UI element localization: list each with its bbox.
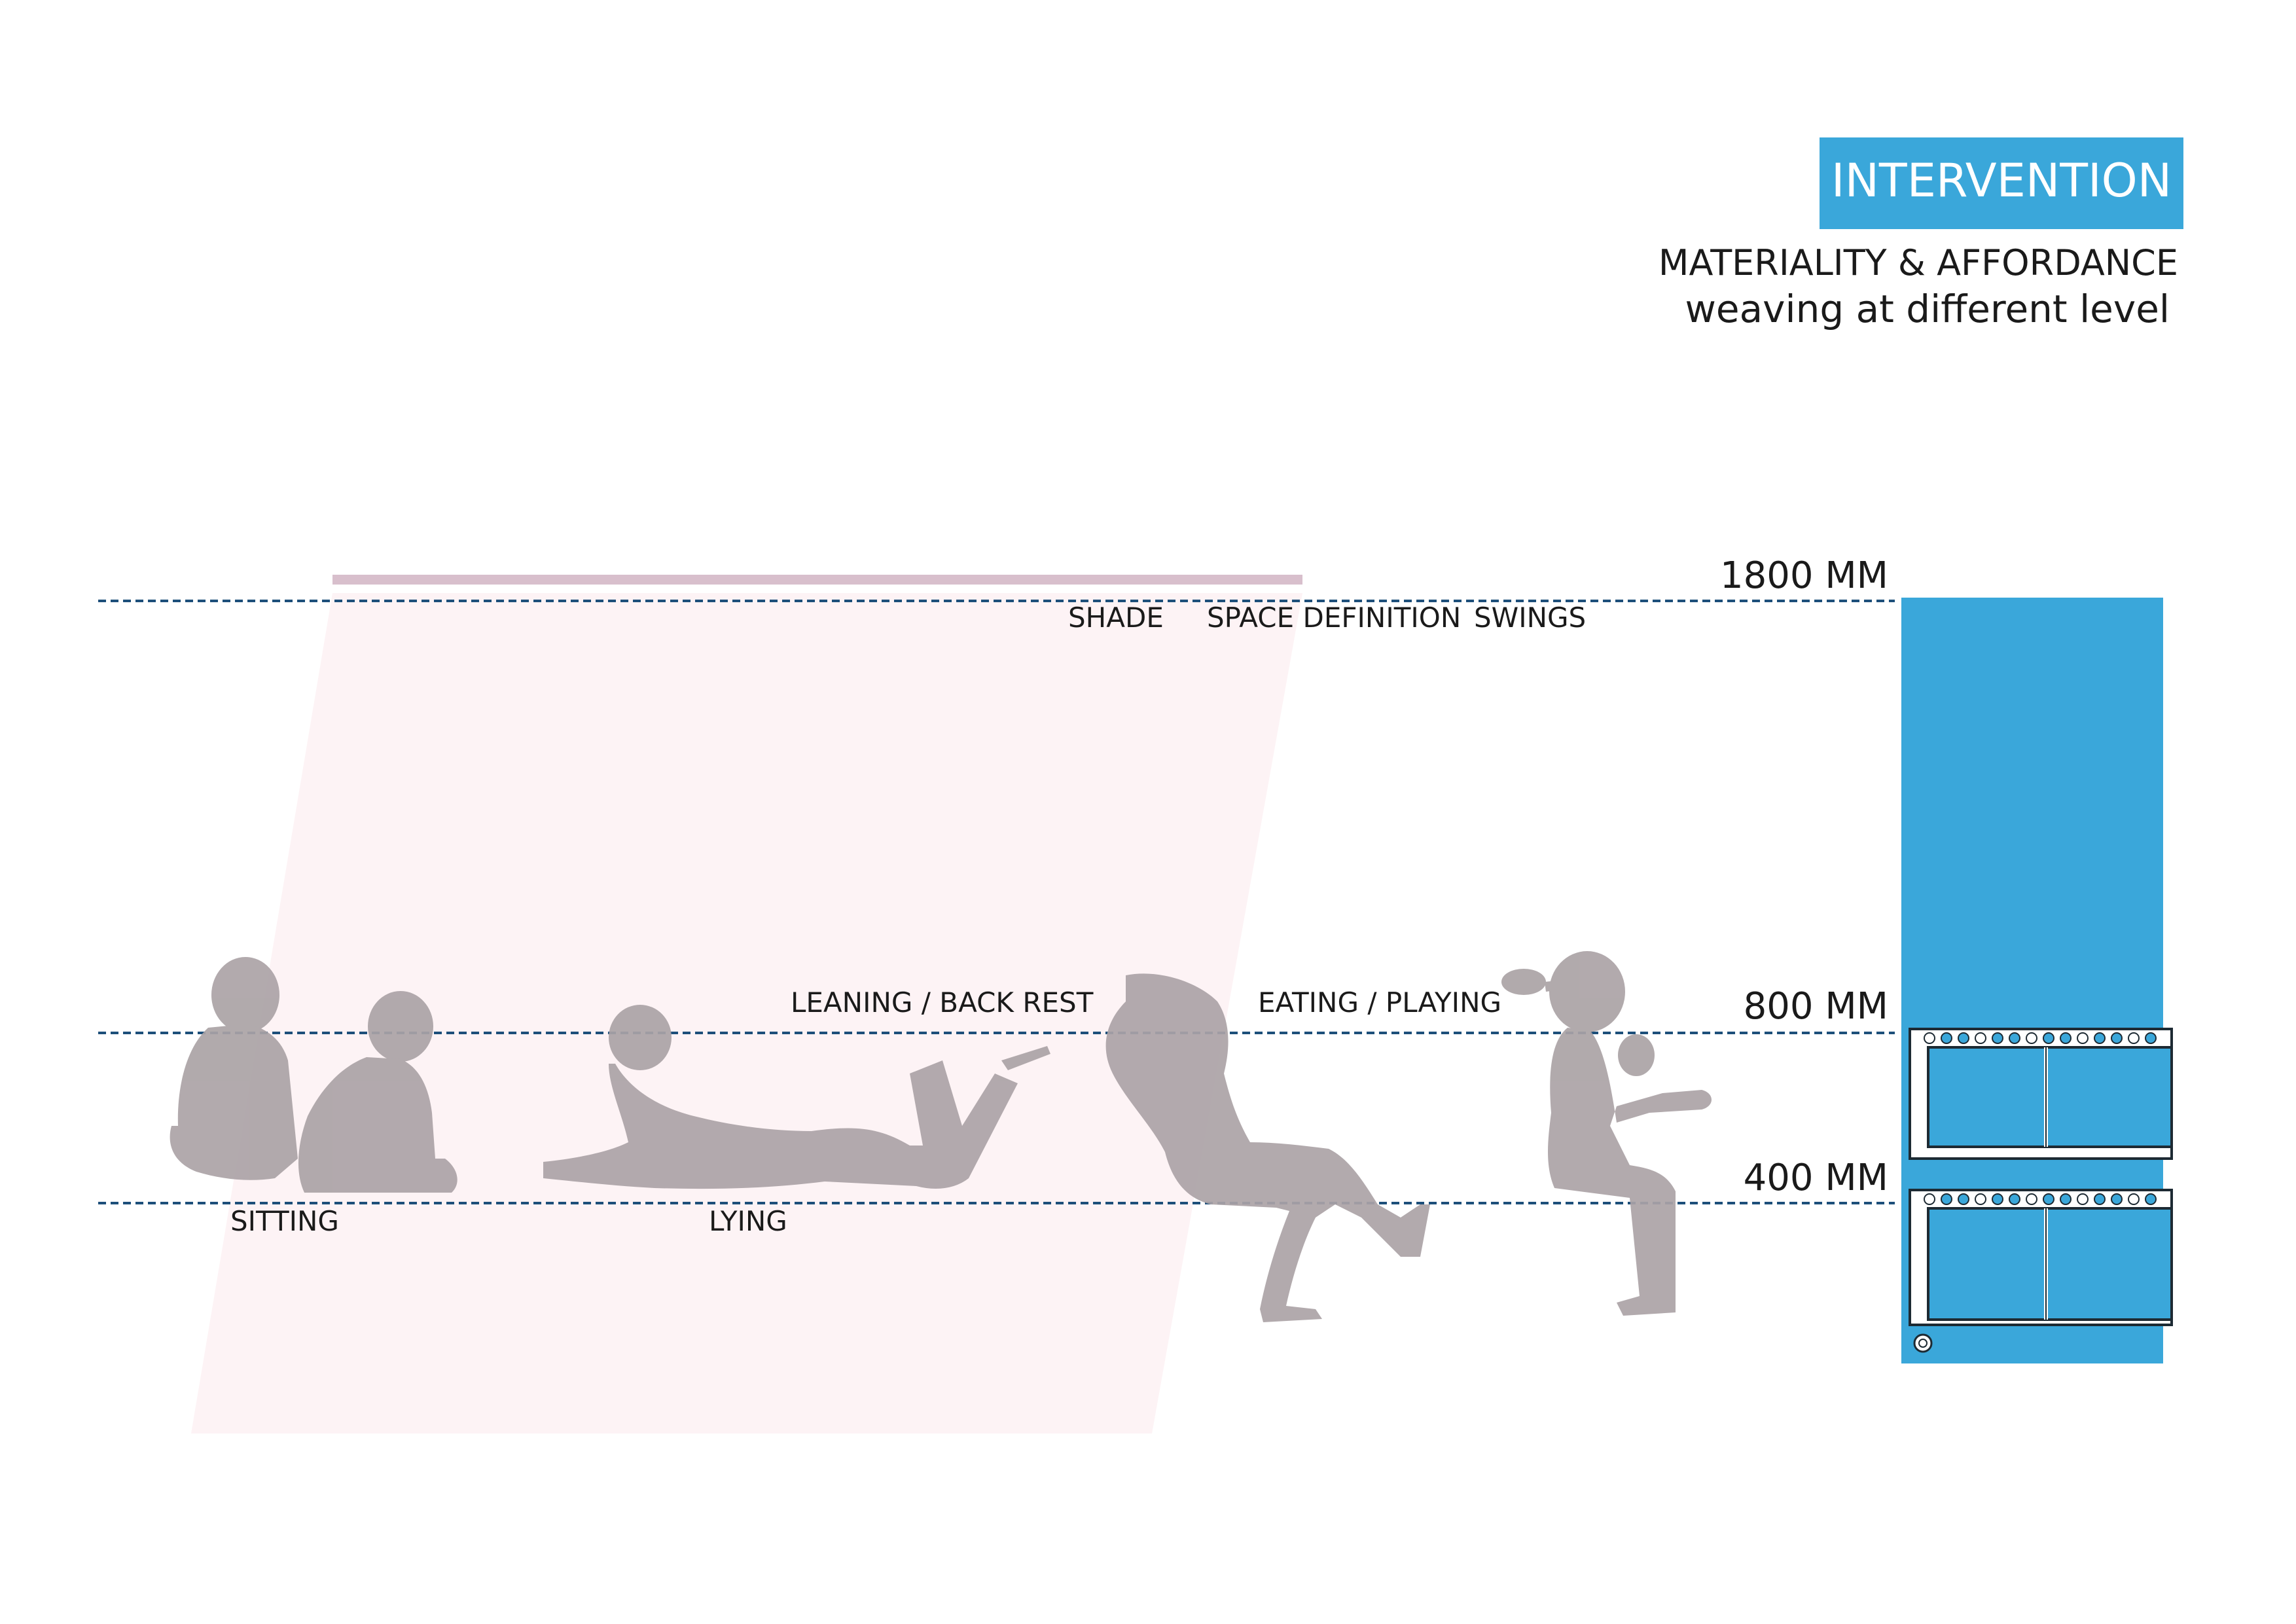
weave-dot [2060, 1193, 2072, 1205]
weave-dot [2111, 1193, 2123, 1205]
level-label-800: 800 MM [1744, 985, 1888, 1028]
weave-dot [1975, 1193, 1986, 1205]
weave-dot [2094, 1193, 2106, 1205]
weave-dot [1975, 1032, 1986, 1044]
weave-dot [2026, 1032, 2037, 1044]
label-leaning: LEANING / BACK REST [791, 986, 1094, 1019]
person-leaning-icon [1105, 973, 1430, 1322]
label-lying: LYING [709, 1205, 787, 1237]
weave-dot [2111, 1032, 2123, 1044]
weave-dot [2009, 1032, 2020, 1044]
weave-dot [1924, 1193, 1935, 1205]
weave-dot [2026, 1193, 2037, 1205]
label-shade: SHADE [1068, 602, 1164, 634]
subtitle-weaving: weaving at different level [1685, 287, 2170, 331]
shade-canopy-bar [332, 575, 1302, 585]
weave-dot [1958, 1032, 1969, 1044]
weave-dot [2043, 1032, 2054, 1044]
weave-dot [2128, 1032, 2140, 1044]
level-label-400: 400 MM [1744, 1157, 1888, 1199]
weave-dot [1941, 1032, 1952, 1044]
weave-dot [1924, 1032, 1935, 1044]
weave-panel-icon [1901, 598, 2173, 1363]
weave-dot [2094, 1032, 2106, 1044]
weave-dot [1958, 1193, 1969, 1205]
weave-dot [1992, 1032, 2003, 1044]
label-eating: EATING / PLAYING [1258, 986, 1501, 1019]
weave-dot [2145, 1032, 2157, 1044]
label-swings: SWINGS [1474, 602, 1586, 634]
weave-dot [2077, 1032, 2089, 1044]
people-sitting-icon [170, 957, 457, 1193]
weave-dot [2128, 1193, 2140, 1205]
weave-dot [2077, 1193, 2089, 1205]
weave-dot [2043, 1193, 2054, 1205]
shade-zone [191, 593, 1302, 1434]
weave-dot [2060, 1032, 2072, 1044]
label-sitting: SITTING [230, 1205, 339, 1237]
label-space-definition: SPACE DEFINITION [1207, 602, 1461, 634]
weave-dot [2145, 1193, 2157, 1205]
level-label-1800: 1800 MM [1720, 554, 1888, 597]
child-swinging-icon [1501, 951, 1712, 1316]
weave-dot [2009, 1193, 2020, 1205]
intervention-title: INTERVENTION [1831, 154, 2172, 208]
person-lying-icon [543, 1005, 1050, 1189]
weave-dot [1941, 1193, 1952, 1205]
subtitle-materiality: MATERIALITY & AFFORDANCE [1659, 242, 2178, 283]
intervention-badge [1820, 137, 2183, 229]
weave-dot [1992, 1193, 2003, 1205]
